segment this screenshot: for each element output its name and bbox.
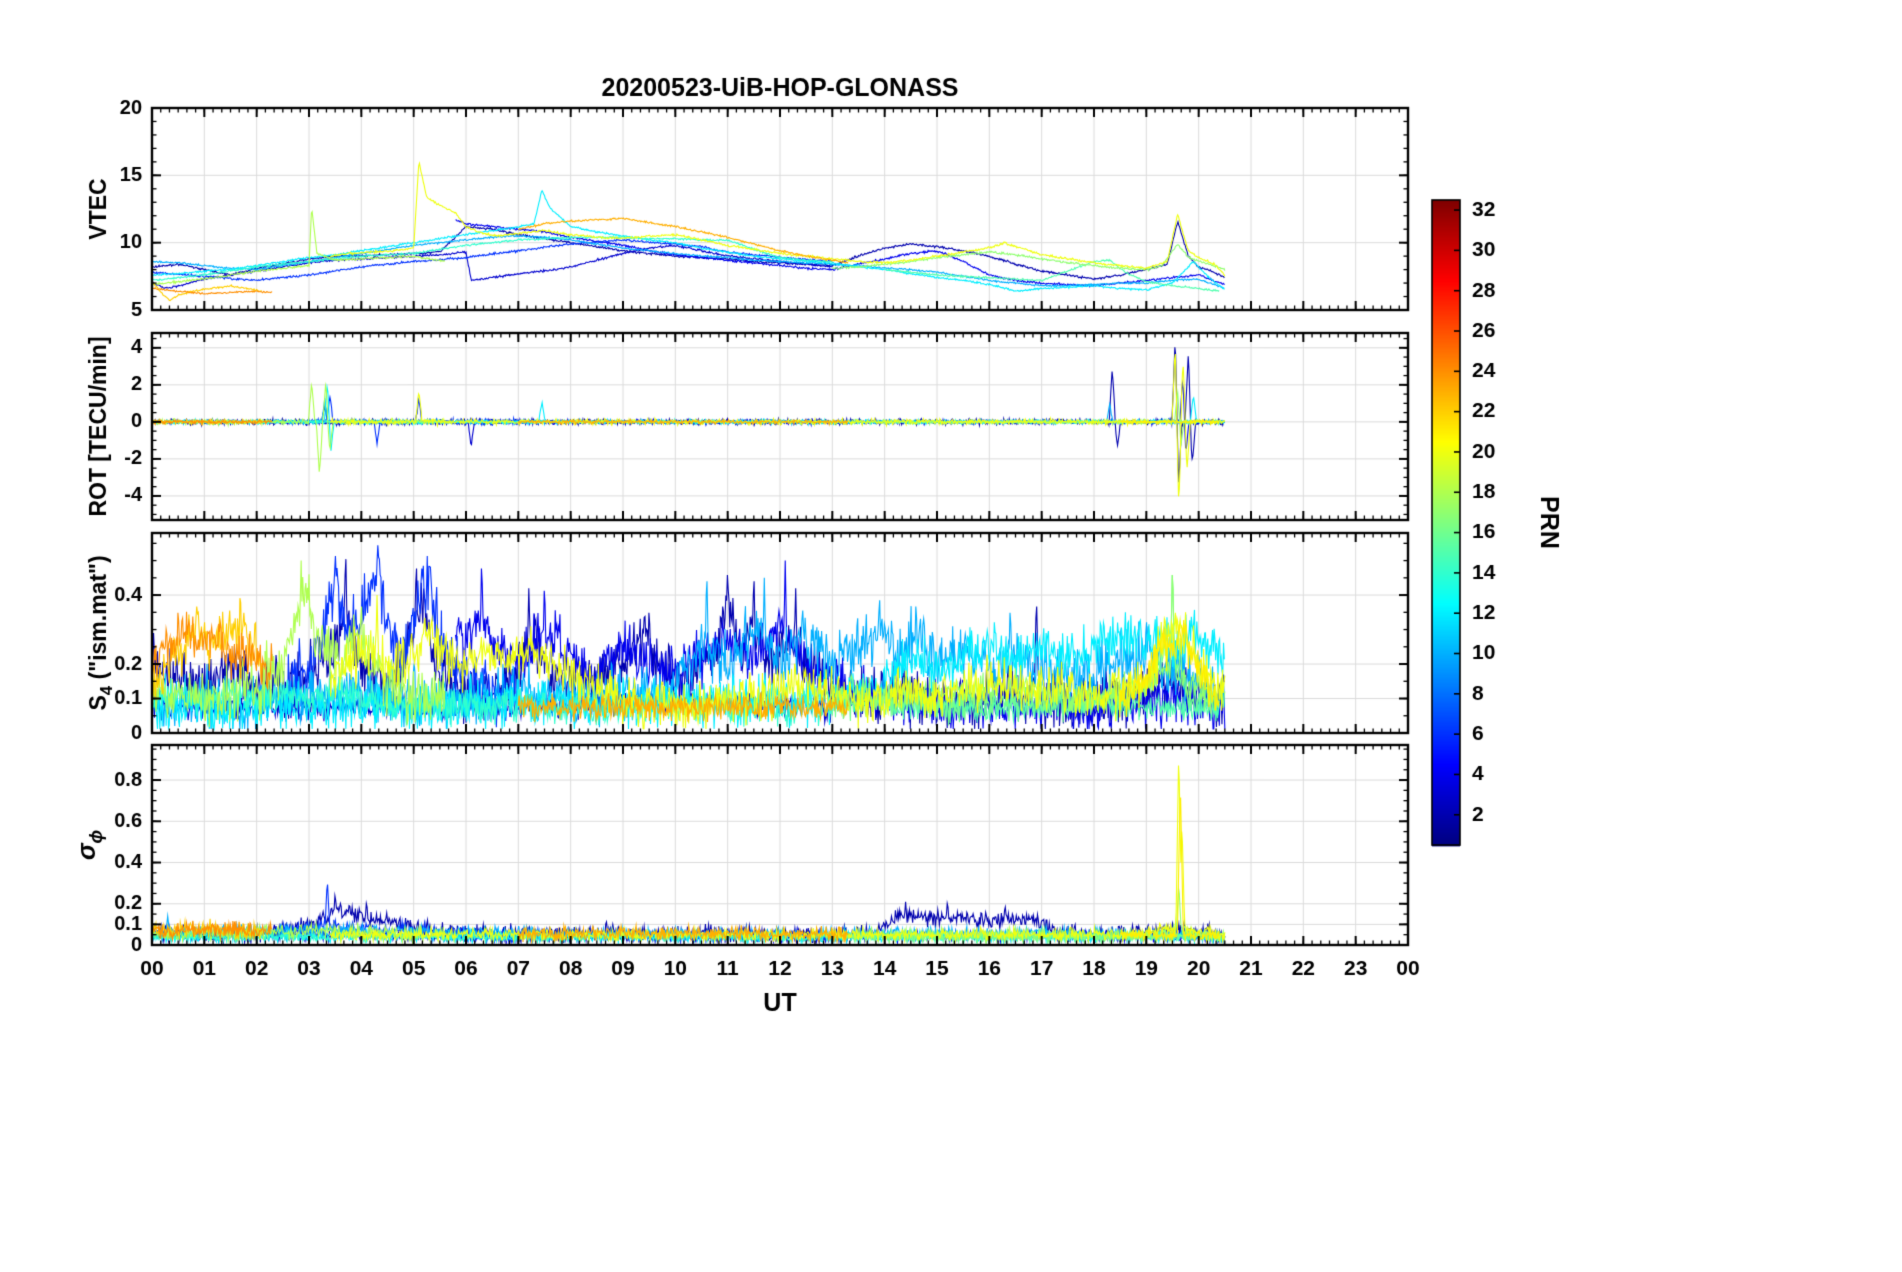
figure: 20200523-UiB-HOP-GLONASS <box>0 0 1902 1272</box>
glonass-scintillation-chart <box>0 0 1902 1272</box>
